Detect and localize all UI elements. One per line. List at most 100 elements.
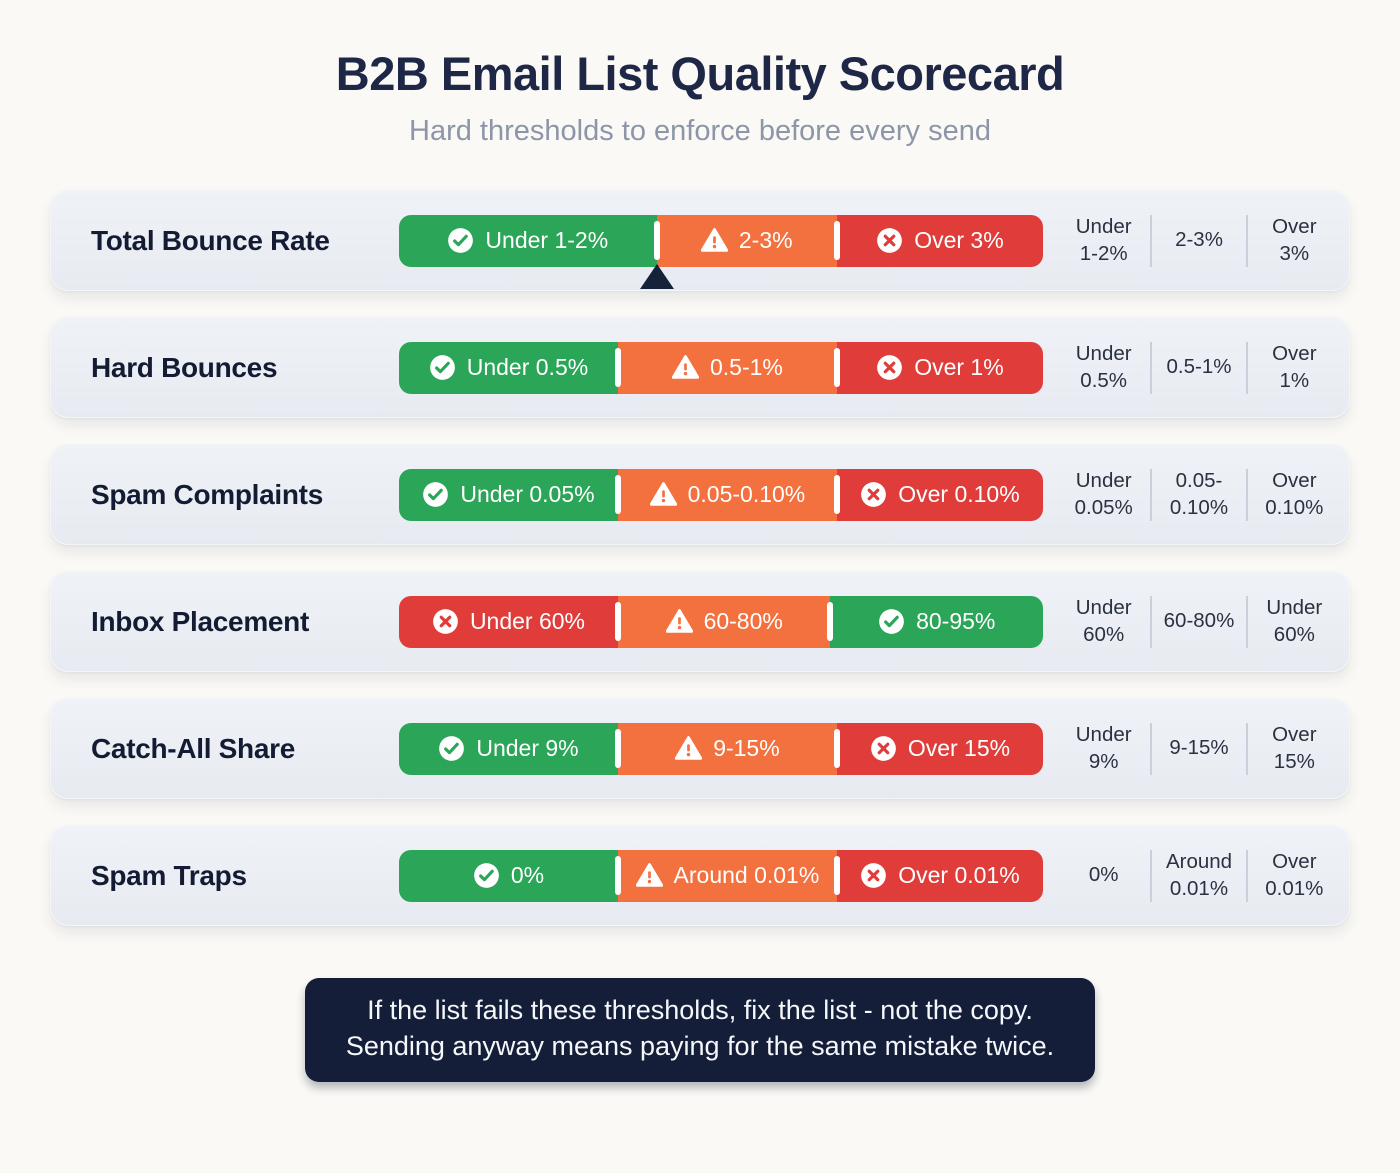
- footer-note: If the list fails these thresholds, fix …: [305, 978, 1095, 1082]
- segment-label: Under 9%: [476, 735, 579, 761]
- segment-label: 2-3%: [738, 227, 793, 253]
- threshold-bar: 0% Around 0.01% Over 0.01%: [399, 849, 1043, 902]
- threshold-value: Under 60%: [1266, 596, 1323, 646]
- scorecard-page: B2B Email List Quality Scorecard Hard th…: [0, 46, 1400, 1082]
- current-position-marker: [639, 263, 674, 289]
- threshold-value: 0%: [1088, 863, 1119, 887]
- metric-row: Spam Complaints Under 0.05% 0.05-0.10% Ove…: [50, 444, 1350, 545]
- warning-triangle-icon: [671, 354, 699, 381]
- x-circle-icon: [432, 608, 459, 635]
- column-divider: [1150, 722, 1153, 775]
- segment-label: 80-95%: [916, 608, 996, 634]
- segment-divider: [614, 728, 621, 769]
- segment-label: 0.5-1%: [709, 354, 783, 380]
- metric-name: Spam Complaints: [91, 478, 323, 510]
- warning-triangle-icon: [665, 608, 693, 635]
- threshold-value: Over 1%: [1272, 342, 1317, 392]
- segment-label: Over 0.01%: [898, 862, 1020, 888]
- segment-good: 0%: [399, 849, 618, 902]
- check-circle-icon: [422, 481, 449, 508]
- metric-name: Catch-All Share: [91, 732, 295, 764]
- segment-label: Over 0.10%: [898, 481, 1020, 507]
- threshold-value: Under 60%: [1075, 596, 1132, 646]
- segment-label: 9-15%: [713, 735, 780, 761]
- column-divider: [1245, 722, 1248, 775]
- segment-warn: 9-15%: [617, 722, 837, 775]
- check-circle-icon: [878, 608, 905, 635]
- threshold-values: 0% Around 0.01% Over 0.01%: [1043, 826, 1349, 925]
- threshold-value: Over 0.01%: [1265, 850, 1324, 900]
- page-subtitle: Hard thresholds to enforce before every …: [409, 115, 991, 147]
- segment-divider: [614, 601, 621, 642]
- segment-label: Over 1%: [914, 354, 1004, 380]
- metric-row: Inbox Placement Under 60% 60-80% 80-95% Un…: [50, 571, 1350, 672]
- segment-good: Under 9%: [399, 722, 618, 775]
- threshold-bar-segments: Under 0.05% 0.05-0.10% Over 0.10%: [399, 468, 1043, 521]
- x-circle-icon: [860, 862, 887, 889]
- page-title: B2B Email List Quality Scorecard: [335, 47, 1065, 100]
- segment-good: Under 1-2%: [399, 214, 657, 267]
- x-circle-icon: [870, 735, 897, 762]
- column-divider: [1245, 595, 1248, 648]
- check-circle-icon: [447, 227, 474, 254]
- footer-line-1: If the list fails these thresholds, fix …: [367, 995, 1033, 1025]
- metric-name: Total Bounce Rate: [91, 224, 330, 256]
- segment-label: Around 0.01%: [673, 862, 820, 888]
- metric-name: Spam Traps: [91, 859, 247, 891]
- x-circle-icon: [876, 354, 903, 381]
- segment-label: 60-80%: [703, 608, 783, 634]
- segment-bad: Over 3%: [836, 214, 1043, 267]
- segment-warn: 2-3%: [656, 214, 837, 267]
- column-divider: [1150, 214, 1153, 267]
- metric-row: Total Bounce Rate Under 1-2% 2-3% Over 3% …: [50, 190, 1350, 291]
- segment-bad: Over 0.10%: [836, 468, 1043, 521]
- threshold-value: 0.05-0.10%: [1169, 469, 1229, 519]
- threshold-bar-segments: 0% Around 0.01% Over 0.01%: [399, 849, 1043, 902]
- threshold-bar-segments: Under 0.5% 0.5-1% Over 1%: [399, 341, 1043, 394]
- threshold-value: Around 0.01%: [1165, 850, 1233, 900]
- column-divider: [1245, 214, 1248, 267]
- threshold-bar: Under 0.5% 0.5-1% Over 1%: [399, 341, 1043, 394]
- segment-warn: 60-80%: [617, 595, 831, 648]
- threshold-bar-segments: Under 60% 60-80% 80-95%: [399, 595, 1043, 648]
- threshold-value: Over 15%: [1272, 723, 1317, 773]
- segment-warn: 0.5-1%: [617, 341, 837, 394]
- check-circle-icon: [473, 862, 500, 889]
- segment-label: Under 60%: [469, 608, 586, 634]
- column-divider: [1150, 595, 1153, 648]
- threshold-value: 60-80%: [1163, 609, 1235, 633]
- segment-divider: [614, 347, 621, 388]
- segment-divider: [833, 347, 840, 388]
- threshold-values: Under 0.05% 0.05-0.10% Over 0.10%: [1043, 445, 1349, 544]
- column-divider: [1245, 341, 1248, 394]
- scorecard-rows: Total Bounce Rate Under 1-2% 2-3% Over 3% …: [50, 190, 1350, 926]
- threshold-value: Under 0.05%: [1074, 469, 1133, 519]
- column-divider: [1150, 849, 1153, 902]
- segment-bad: Under 60%: [399, 595, 618, 648]
- segment-divider: [827, 601, 834, 642]
- threshold-values: Under 60% 60-80% Under 60%: [1043, 572, 1349, 671]
- metric-row: Catch-All Share Under 9% 9-15% Over 15% Un…: [50, 698, 1350, 799]
- warning-triangle-icon: [635, 862, 663, 889]
- column-divider: [1245, 849, 1248, 902]
- threshold-value: 2-3%: [1175, 228, 1223, 252]
- segment-divider: [833, 728, 840, 769]
- threshold-bar: Under 0.05% 0.05-0.10% Over 0.10%: [399, 468, 1043, 521]
- threshold-value: Under 1-2%: [1075, 215, 1132, 265]
- segment-label: 0.05-0.10%: [687, 481, 806, 507]
- segment-good: 80-95%: [830, 595, 1043, 648]
- threshold-values: Under 9% 9-15% Over 15%: [1043, 699, 1349, 798]
- check-circle-icon: [429, 354, 456, 381]
- threshold-value: Over 0.10%: [1265, 469, 1324, 519]
- threshold-value: Over 3%: [1272, 215, 1317, 265]
- threshold-values: Under 0.5% 0.5-1% Over 1%: [1043, 318, 1349, 417]
- segment-divider: [614, 855, 621, 896]
- check-circle-icon: [438, 735, 465, 762]
- x-circle-icon: [876, 227, 903, 254]
- segment-good: Under 0.5%: [399, 341, 618, 394]
- footer-line-2: Sending anyway means paying for the same…: [345, 1030, 1055, 1061]
- metric-row: Hard Bounces Under 0.5% 0.5-1% Over 1% Und…: [50, 317, 1350, 418]
- warning-triangle-icon: [700, 227, 728, 254]
- segment-divider: [833, 474, 840, 515]
- column-divider: [1150, 468, 1153, 521]
